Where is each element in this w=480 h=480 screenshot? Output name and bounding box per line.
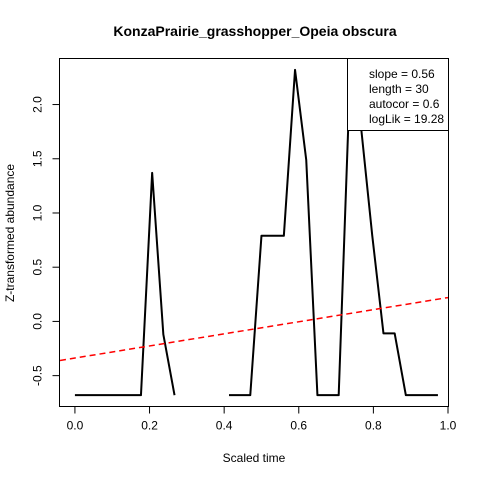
y-tick-label: 1.5 bbox=[31, 150, 45, 167]
legend-loglik: logLik = 19.28 bbox=[369, 112, 444, 126]
legend: slope = 0.56 length = 30 autocor = 0.6 l… bbox=[347, 58, 449, 131]
legend-slope: slope = 0.56 bbox=[369, 67, 435, 81]
legend-box bbox=[347, 58, 449, 131]
y-tick-label: 0.5 bbox=[31, 259, 45, 276]
x-tick-label: 0.2 bbox=[141, 419, 158, 433]
y-tick-label: 0.0 bbox=[31, 313, 45, 330]
y-axis: -0.5 0.0 0.5 1.0 1.5 2.0 bbox=[31, 96, 60, 386]
series-layer bbox=[60, 68, 448, 397]
legend-autocor: autocor = 0.6 bbox=[369, 97, 440, 111]
x-tick-label: 0.4 bbox=[216, 419, 233, 433]
abundance-line-segment-0 bbox=[74, 171, 176, 397]
x-tick-label: 1.0 bbox=[440, 419, 457, 433]
legend-length: length = 30 bbox=[369, 82, 429, 96]
y-axis-label: Z-transformed abundance bbox=[3, 164, 17, 302]
trend-line-segment-0 bbox=[60, 296, 448, 362]
x-tick-label: 0.8 bbox=[365, 419, 382, 433]
y-tick-label: 2.0 bbox=[31, 96, 45, 113]
abundance-line-segment-1 bbox=[229, 68, 438, 397]
x-axis: 0.0 0.2 0.4 0.6 0.8 1.0 bbox=[67, 406, 457, 433]
y-tick-label: 1.0 bbox=[31, 204, 45, 221]
x-tick-label: 0.0 bbox=[67, 419, 84, 433]
x-axis-label: Scaled time bbox=[223, 451, 286, 465]
y-tick-label: -0.5 bbox=[31, 365, 45, 386]
chart-title: KonzaPrairie_grasshopper_Opeia obscura bbox=[113, 23, 396, 39]
x-tick-label: 0.6 bbox=[290, 419, 307, 433]
